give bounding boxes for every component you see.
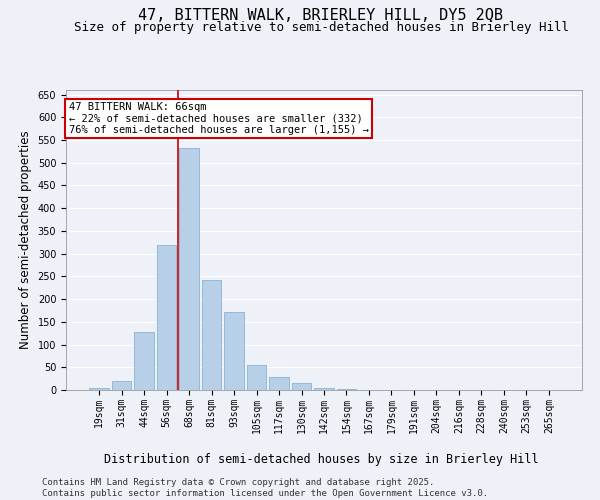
Text: 47 BITTERN WALK: 66sqm
← 22% of semi-detached houses are smaller (332)
76% of se: 47 BITTERN WALK: 66sqm ← 22% of semi-det… [68, 102, 368, 135]
Text: Contains HM Land Registry data © Crown copyright and database right 2025.
Contai: Contains HM Land Registry data © Crown c… [42, 478, 488, 498]
Bar [337, 389, 356, 390]
Bar [224, 312, 244, 390]
Bar [202, 280, 221, 390]
Bar [269, 378, 289, 390]
Bar [157, 246, 176, 390]
Bar [134, 332, 154, 390]
Bar [89, 388, 109, 390]
Y-axis label: Number of semi-detached properties: Number of semi-detached properties [19, 130, 32, 350]
Bar [314, 388, 334, 390]
Bar [247, 366, 266, 390]
Text: 47, BITTERN WALK, BRIERLEY HILL, DY5 2QB: 47, BITTERN WALK, BRIERLEY HILL, DY5 2QB [139, 8, 503, 22]
Bar [179, 148, 199, 390]
Text: Distribution of semi-detached houses by size in Brierley Hill: Distribution of semi-detached houses by … [104, 452, 538, 466]
Text: Size of property relative to semi-detached houses in Brierley Hill: Size of property relative to semi-detach… [74, 21, 569, 34]
Bar [292, 383, 311, 390]
Bar [112, 381, 131, 390]
